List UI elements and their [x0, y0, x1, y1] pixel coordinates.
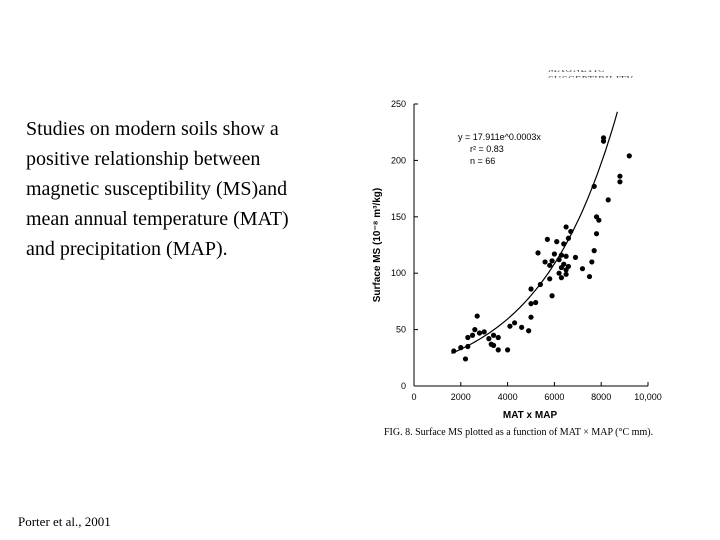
data-point	[547, 262, 553, 268]
data-point	[472, 327, 478, 333]
data-point	[537, 281, 543, 288]
data-point	[481, 329, 487, 335]
data-point	[528, 301, 534, 307]
data-point	[528, 314, 534, 320]
scatter-chart: 0 50 100 150 200 250 0 2000 4000 6000 8000 10,000 y…	[372, 99, 662, 420]
data-point	[486, 336, 492, 342]
data-point	[593, 231, 600, 237]
data-point	[549, 258, 555, 264]
data-point	[451, 348, 457, 354]
data-point	[558, 252, 565, 258]
x-tick-label: 4000	[498, 392, 518, 402]
body-line-1: Studies on modern soils show a	[26, 118, 279, 140]
data-point	[563, 253, 569, 259]
data-point	[542, 259, 548, 265]
annotation-r2: r² = 0.83	[470, 144, 504, 154]
annotation-equation: y = 17.911e^0.0003x	[458, 132, 541, 142]
y-axis-label: Surface MS (10⁻⁸ m³/kg)	[372, 188, 383, 302]
data-point	[596, 217, 602, 223]
data-point	[586, 273, 593, 280]
data-point	[462, 356, 469, 362]
data-point	[565, 235, 572, 241]
data-point	[591, 183, 597, 189]
data-point	[465, 343, 471, 350]
y-tick-label: 250	[391, 99, 406, 109]
data-point	[476, 330, 483, 336]
figure-caption: FIG. 8. Surface MS plotted as a function…	[384, 427, 654, 438]
data-point	[568, 228, 574, 235]
data-point	[469, 332, 476, 338]
annotation-n: n = 66	[470, 156, 495, 166]
body-text: Studies on modern soils show a positive …	[26, 114, 356, 264]
citation: Porter et al., 2001	[18, 514, 111, 529]
x-tick-label: 0	[411, 392, 416, 402]
data-point	[495, 334, 501, 341]
data-point	[495, 347, 501, 353]
x-tick-label: 10,000	[634, 392, 662, 402]
x-tick-label: 8000	[591, 392, 611, 402]
data-point	[526, 328, 532, 334]
y-tick-label: 200	[391, 155, 406, 165]
data-point	[490, 332, 497, 338]
body-line-2: positive relationship between	[26, 148, 261, 170]
data-point	[549, 293, 555, 299]
body-line-3: magnetic susceptibility (MS)and	[26, 178, 288, 200]
data-point	[535, 250, 541, 256]
data-point	[561, 241, 567, 247]
data-point	[474, 313, 480, 319]
x-tick-label: 2000	[451, 392, 471, 402]
data-point	[561, 261, 567, 267]
x-tick-label: 6000	[544, 392, 564, 402]
data-point	[505, 347, 511, 353]
data-point	[617, 179, 623, 185]
data-point	[519, 324, 525, 330]
data-point	[591, 248, 597, 254]
data-point	[551, 251, 557, 257]
data-point	[579, 266, 586, 272]
body-line-4: mean annual temperature (MAT)	[26, 208, 289, 230]
data-point	[626, 153, 632, 159]
body-line-5: and precipitation (MAP).	[26, 238, 228, 260]
fit-curve	[451, 111, 618, 354]
data-point	[465, 334, 471, 341]
data-point	[563, 271, 569, 277]
data-point	[490, 342, 497, 348]
y-tick-label: 50	[396, 325, 406, 335]
data-point	[556, 257, 562, 263]
plot-area: 0 50 100 150 200 250 0 2000 4000 6000 8000 10,000	[391, 99, 662, 402]
data-point	[558, 275, 565, 281]
data-point	[528, 286, 534, 292]
data-point	[533, 299, 539, 306]
data-point	[605, 197, 611, 203]
data-point	[512, 320, 518, 326]
data-point	[572, 254, 579, 261]
data-point	[554, 239, 560, 245]
data-point	[600, 135, 607, 141]
y-tick-label: 100	[391, 268, 406, 278]
data-point	[565, 263, 572, 270]
y-tick-label: 0	[401, 381, 406, 391]
figure-header: MAGNETIC SUSCEPTIBILITY	[548, 64, 633, 78]
data-point	[589, 259, 595, 265]
data-point	[556, 270, 562, 276]
data-point	[547, 276, 553, 282]
data-point	[507, 323, 513, 329]
data-point	[544, 236, 550, 242]
data-point	[563, 224, 569, 230]
y-tick-label: 150	[391, 212, 406, 222]
data-point	[458, 345, 464, 351]
x-axis-label: MAT x MAP	[503, 410, 558, 420]
data-point	[617, 173, 623, 179]
